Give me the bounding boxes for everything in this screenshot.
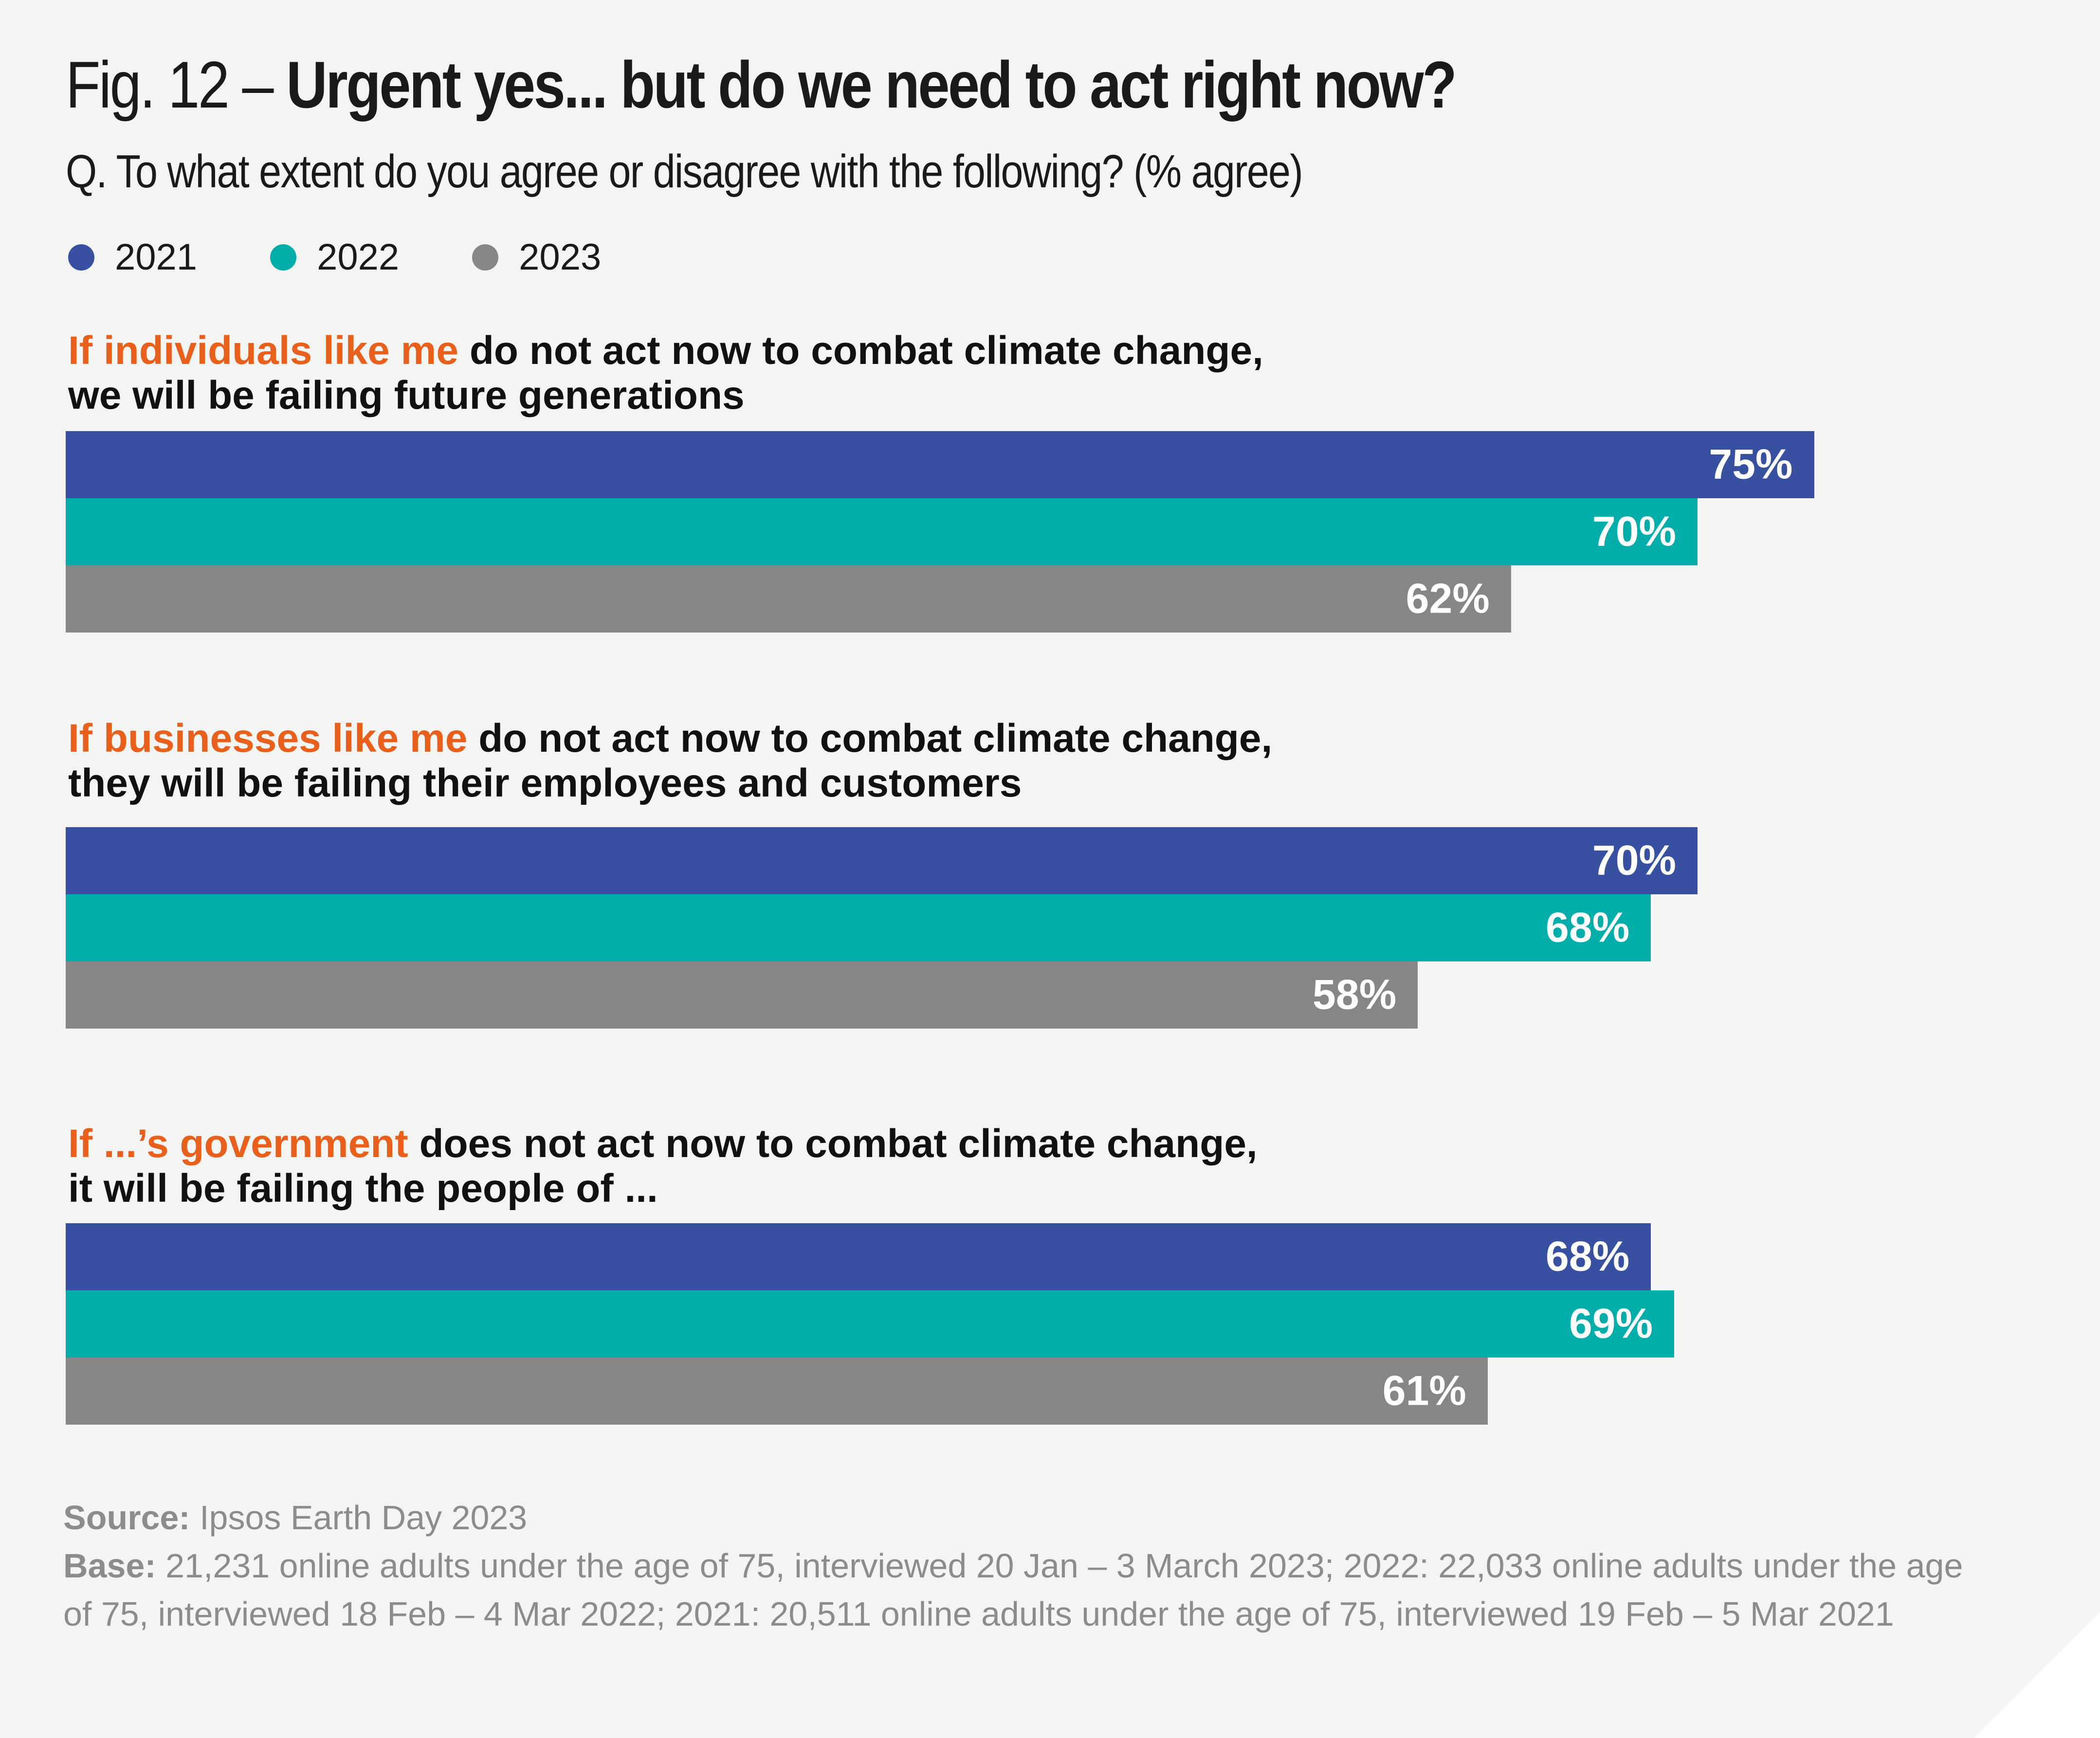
legend-item-2022: 2022 (270, 236, 399, 278)
footnote: Source: Ipsos Earth Day 2023 Base: 21,23… (63, 1494, 2000, 1638)
base-label: Base: (63, 1547, 156, 1585)
base-note: Base: 21,231 online adults under the age… (63, 1542, 2000, 1638)
bar-individuals-2023: 62% (66, 565, 1511, 633)
bar-value-label: 69% (1569, 1300, 1653, 1347)
chart-subtitle: Q. To what extent do you agree or disagr… (66, 145, 1303, 198)
source-text: Ipsos Earth Day 2023 (190, 1499, 528, 1537)
bar-value-label: 68% (1546, 1233, 1630, 1280)
bar-businesses-2021: 70% (66, 827, 1698, 894)
legend-dot-2021 (68, 244, 94, 271)
group-label-line2: they will be failing their employees and… (68, 761, 1022, 805)
legend-dot-2022 (270, 244, 297, 271)
bar-government-2023: 61% (66, 1358, 1488, 1425)
base-text: 21,231 online adults under the age of 75… (63, 1547, 1963, 1633)
source-label: Source: (63, 1499, 190, 1537)
group-label-line2: we will be failing future generations (68, 373, 745, 417)
group-label-highlight: If businesses like me (68, 716, 468, 760)
group-label-individuals: If individuals like me do not act now to… (68, 328, 1528, 418)
chart-title: Fig. 12 – Urgent yes... but do we need t… (66, 48, 1457, 122)
bar-value-label: 62% (1406, 575, 1490, 622)
group-label-government: If ...’s government does not act now to … (68, 1122, 1528, 1211)
group-label-text: do not act now to combat climate change, (467, 716, 1273, 760)
bar-value-label: 61% (1382, 1367, 1466, 1414)
legend-label-2021: 2021 (115, 236, 198, 278)
legend-label-2023: 2023 (519, 236, 602, 278)
legend-item-2023: 2023 (472, 236, 601, 278)
bar-businesses-2023: 58% (66, 961, 1418, 1029)
bar-value-label: 58% (1313, 971, 1397, 1018)
bar-businesses-2022: 68% (66, 894, 1651, 961)
figure-number: Fig. 12 – (66, 48, 287, 122)
bar-government-2021: 68% (66, 1223, 1651, 1290)
bar-value-label: 70% (1592, 508, 1676, 555)
group-label-line2: it will be failing the people of ... (68, 1166, 658, 1211)
group-label-text: does not act now to combat climate chang… (408, 1122, 1258, 1166)
group-label-highlight: If ...’s government (68, 1122, 408, 1166)
legend-item-2021: 2021 (68, 236, 197, 278)
legend-label-2022: 2022 (317, 236, 400, 278)
bar-value-label: 70% (1592, 837, 1676, 884)
legend-dot-2023 (472, 244, 499, 271)
group-label-highlight: If individuals like me (68, 328, 459, 373)
bar-government-2022: 69% (66, 1290, 1675, 1358)
bar-individuals-2021: 75% (66, 431, 1814, 498)
title-text: Urgent yes... but do we need to act righ… (286, 48, 1457, 122)
legend: 2021 2022 2023 (68, 236, 674, 278)
bar-value-label: 75% (1709, 441, 1793, 488)
source-note: Source: Ipsos Earth Day 2023 (63, 1494, 2000, 1542)
group-label-businesses: If businesses like me do not act now to … (68, 716, 1528, 806)
bar-individuals-2022: 70% (66, 498, 1698, 565)
group-label-text: do not act now to combat climate change, (458, 328, 1263, 373)
bar-value-label: 68% (1546, 904, 1630, 951)
